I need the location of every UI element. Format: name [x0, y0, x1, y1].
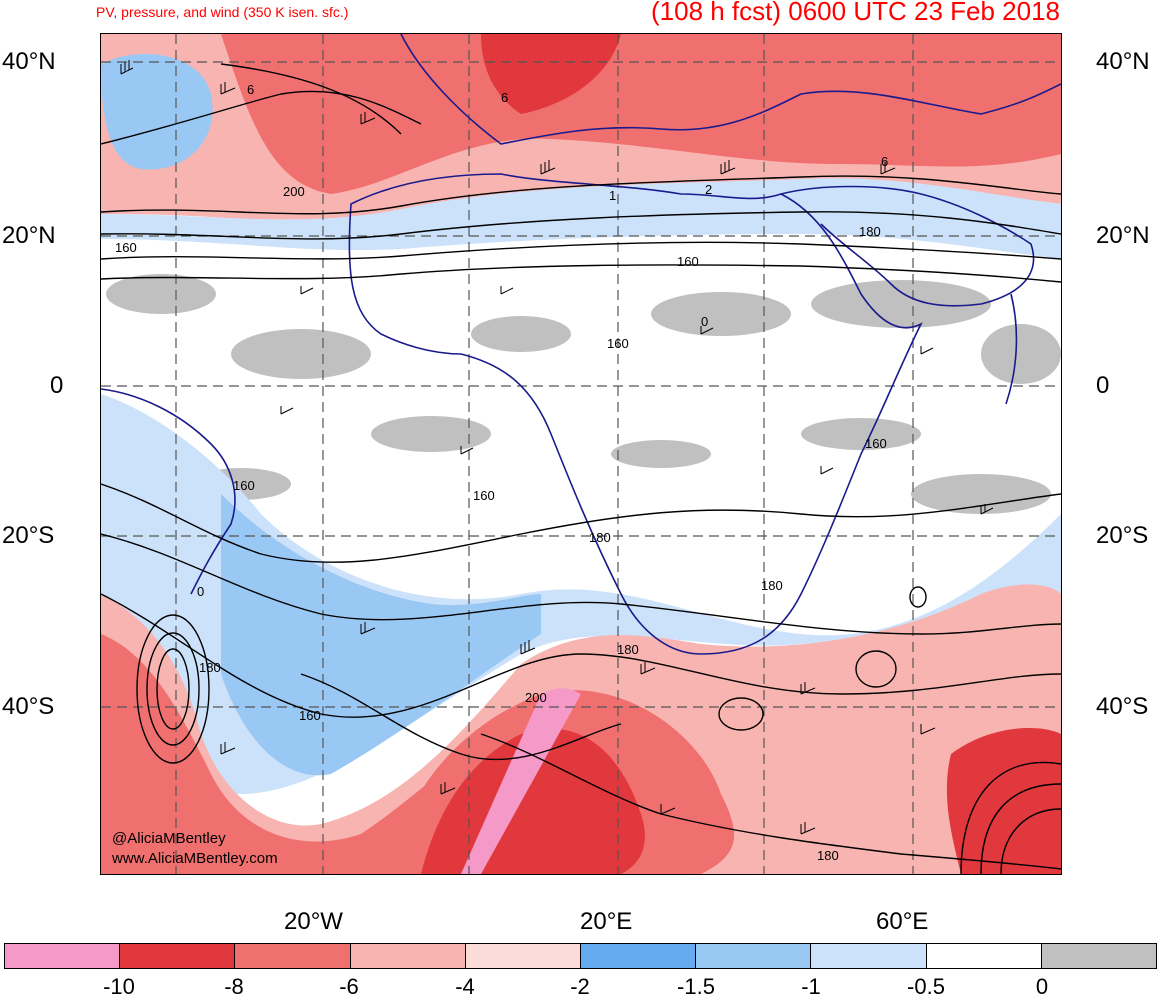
lat-label-left-40s: 40°S [2, 693, 55, 720]
colorbar-swatch [235, 944, 351, 968]
colorbar-label: -4 [455, 974, 475, 999]
colorbar-swatch [120, 944, 236, 968]
colorbar-label: -1 [801, 974, 821, 999]
contour-label: 0 [701, 314, 708, 329]
contour-label: 180 [859, 224, 881, 239]
lon-label-20w: 20°W [284, 908, 343, 935]
pv-equatorial-gray [106, 274, 1061, 514]
lon-label-60e: 60°E [876, 908, 929, 935]
lat-label-left-40n: 40°N [2, 48, 56, 75]
colorbar-swatch [811, 944, 927, 968]
pv-north-red [221, 34, 1061, 194]
contour-labels: 6 200 160 6 1 2 180 160 0 160 160 160 0 … [115, 82, 888, 863]
lat-label-right-20n: 20°N [1096, 222, 1150, 249]
contour-label: 1 [609, 188, 616, 203]
lat-label-right-0: 0 [1096, 372, 1110, 399]
colorbar-swatch [465, 944, 582, 968]
colorbar-swatch [581, 944, 697, 968]
lat-label-left-20n: 20°N [2, 222, 56, 249]
map-canvas: 6 200 160 6 1 2 180 160 0 160 160 160 0 … [101, 34, 1061, 874]
map-subtitle: PV, pressure, and wind (350 K isen. sfc.… [96, 4, 349, 20]
contour-label: 2 [705, 182, 712, 197]
contour-label: 160 [607, 336, 629, 351]
contour-label: 180 [817, 848, 839, 863]
contour-label: 200 [283, 184, 305, 199]
contour-label: 160 [115, 240, 137, 255]
pv-north-darkred [481, 34, 621, 114]
pv-south-darkred-east [946, 728, 1061, 874]
colorbar-label: -6 [339, 974, 359, 999]
pv-north-blue [101, 54, 213, 170]
credit-handle: @AliciaMBentley [112, 830, 226, 847]
colorbar-swatch [5, 944, 121, 968]
colorbar [4, 943, 1157, 969]
colorbar-label: -1.5 [677, 974, 715, 999]
contour-label: 200 [525, 690, 547, 705]
colorbar-label: -2 [570, 974, 590, 999]
lon-label-20e: 20°E [580, 908, 633, 935]
wind-barbs [120, 60, 994, 835]
isobar-contours [101, 63, 1061, 874]
colorbar-swatch [696, 944, 812, 968]
lat-label-right-40s: 40°S [1096, 693, 1149, 720]
contour-label: 160 [473, 488, 495, 503]
contour-label: 180 [589, 530, 611, 545]
colorbar-label: 0 [1035, 974, 1049, 999]
contour-label: 180 [761, 578, 783, 593]
lat-label-left-20s: 20°S [2, 522, 55, 549]
contour-label: 160 [865, 436, 887, 451]
colorbar-label: -8 [224, 974, 244, 999]
contour-label: 6 [881, 154, 888, 169]
contour-label: 160 [299, 708, 321, 723]
forecast-title: (108 h fcst) 0600 UTC 23 Feb 2018 [650, 0, 1060, 26]
contour-label: 6 [247, 82, 254, 97]
lat-label-right-20s: 20°S [1096, 522, 1149, 549]
coastlines [101, 34, 1061, 655]
credit-website: www.AliciaMBentley.com [112, 850, 278, 867]
map-gridlines [101, 34, 1061, 874]
colorbar-swatch [926, 944, 1042, 968]
pv-south-darkred [421, 728, 645, 874]
contour-label: 6 [501, 90, 508, 105]
contour-label: 180 [617, 642, 639, 657]
colorbar-label: -10 [103, 974, 135, 999]
pv-south-blue [221, 494, 541, 776]
colorbar-swatch [350, 944, 466, 968]
contour-label: 160 [677, 254, 699, 269]
lat-label-right-40n: 40°N [1096, 48, 1150, 75]
colorbar-swatch [1041, 944, 1157, 968]
lat-label-left-0: 0 [50, 372, 64, 399]
contour-label: 180 [199, 660, 221, 675]
pv-south-pink [461, 688, 581, 874]
map-panel: 6 200 160 6 1 2 180 160 0 160 160 160 0 … [100, 33, 1062, 875]
contour-label: 0 [197, 584, 204, 599]
colorbar-label: -0.5 [907, 974, 945, 999]
contour-label: 160 [233, 478, 255, 493]
